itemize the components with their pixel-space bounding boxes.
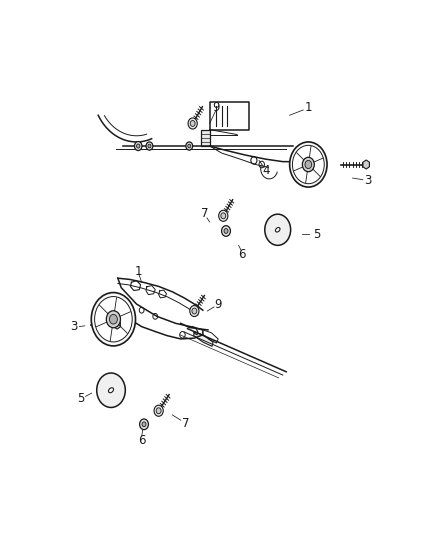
Text: 9: 9 [212,101,220,114]
Circle shape [134,142,141,150]
Circle shape [96,373,125,407]
Ellipse shape [275,228,279,232]
Circle shape [189,305,198,317]
Circle shape [221,225,230,236]
Text: 1: 1 [304,101,311,114]
Polygon shape [113,320,120,329]
Circle shape [191,308,196,314]
Polygon shape [362,160,369,169]
Circle shape [223,229,227,233]
Text: 4: 4 [117,322,125,335]
Circle shape [187,144,191,148]
Text: 3: 3 [70,320,77,333]
Text: 7: 7 [200,207,208,220]
Circle shape [142,422,146,427]
Circle shape [220,213,225,219]
Circle shape [154,405,163,416]
Circle shape [302,157,314,172]
Circle shape [292,146,324,184]
Circle shape [304,160,311,168]
Text: 6: 6 [238,248,245,261]
Circle shape [109,314,117,324]
Circle shape [136,144,140,148]
Polygon shape [201,130,209,146]
Polygon shape [193,332,212,346]
Text: 9: 9 [214,297,222,311]
Circle shape [156,408,161,414]
Circle shape [187,118,197,129]
Text: 4: 4 [261,164,269,177]
Circle shape [139,419,148,430]
Circle shape [190,120,194,126]
Circle shape [264,214,290,245]
Circle shape [289,142,326,187]
Text: 5: 5 [77,392,84,405]
Ellipse shape [108,387,113,393]
Text: 7: 7 [182,417,189,430]
Circle shape [148,144,151,148]
Circle shape [106,311,120,328]
Circle shape [94,296,132,342]
Text: 3: 3 [364,174,371,188]
Circle shape [185,142,192,150]
Text: 6: 6 [138,434,145,447]
Circle shape [218,211,227,221]
Text: 5: 5 [312,228,320,241]
Text: 1: 1 [134,265,141,278]
Circle shape [146,142,152,150]
Circle shape [91,293,135,346]
